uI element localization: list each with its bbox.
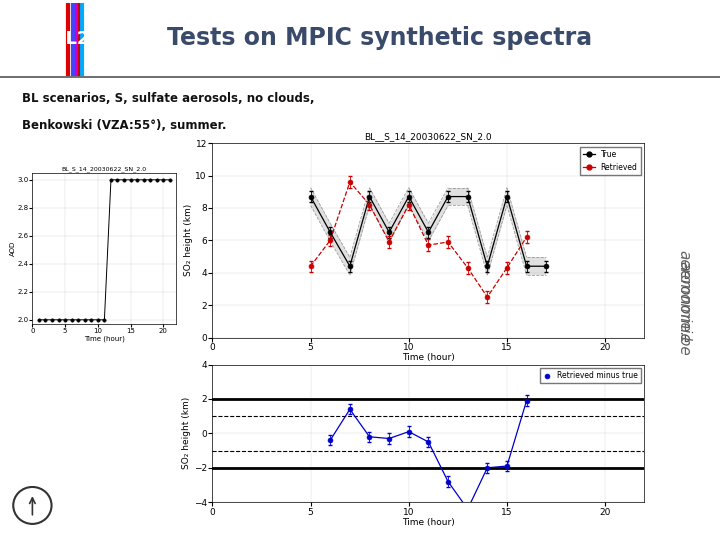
- Line: Retrieved: Retrieved: [308, 179, 529, 300]
- X-axis label: Time (hour): Time (hour): [402, 354, 455, 362]
- Retrieved: [522, 234, 531, 240]
- True: [384, 229, 393, 235]
- Text: aeronomie.be: aeronomie.be: [677, 249, 691, 355]
- Y-axis label: AOD: AOD: [9, 241, 16, 256]
- True: [464, 193, 472, 200]
- True: [444, 193, 452, 200]
- True: [542, 263, 551, 269]
- Legend: Retrieved minus true: Retrieved minus true: [540, 368, 641, 383]
- Retrieved: [483, 294, 492, 300]
- True: [346, 263, 354, 269]
- Legend: True, Retrieved: True, Retrieved: [580, 147, 641, 175]
- True: [365, 193, 374, 200]
- Text: Tests on MPIC synthetic spectra: Tests on MPIC synthetic spectra: [167, 26, 592, 50]
- X-axis label: Time (hour): Time (hour): [84, 335, 125, 342]
- Retrieved: [503, 265, 511, 271]
- Retrieved: [405, 201, 413, 208]
- Text: aeronomie: aeronomie: [677, 261, 691, 343]
- Retrieved: [326, 237, 335, 244]
- Retrieved: [346, 179, 354, 185]
- Text: Benkowski (VZA:55°), summer.: Benkowski (VZA:55°), summer.: [22, 119, 226, 132]
- Text: S5L2PP: S5L2PP: [41, 30, 117, 48]
- True: [483, 263, 492, 269]
- Y-axis label: SO₂ height (km): SO₂ height (km): [182, 397, 191, 469]
- X-axis label: Time (hour): Time (hour): [402, 518, 455, 527]
- True: [424, 229, 433, 235]
- Line: True: True: [308, 194, 549, 269]
- True: [326, 229, 335, 235]
- True: [522, 263, 531, 269]
- Retrieved: [384, 239, 393, 245]
- Text: BL scenarios, S, sulfate aerosols, no clouds,: BL scenarios, S, sulfate aerosols, no cl…: [22, 92, 314, 105]
- Retrieved: [424, 242, 433, 248]
- Retrieved: [306, 263, 315, 269]
- Retrieved: [464, 265, 472, 271]
- Retrieved: [365, 201, 374, 208]
- Retrieved: [444, 239, 452, 245]
- Text: aeronomie● be: aeronomie● be: [677, 243, 691, 362]
- True: [405, 193, 413, 200]
- Title: BL__S_14_20030622_SN_2.0: BL__S_14_20030622_SN_2.0: [364, 132, 492, 141]
- True: [306, 193, 315, 200]
- Y-axis label: SO₂ height (km): SO₂ height (km): [184, 204, 192, 276]
- True: [503, 193, 511, 200]
- Title: BL_S_14_20030622_SN_2.0: BL_S_14_20030622_SN_2.0: [62, 166, 147, 172]
